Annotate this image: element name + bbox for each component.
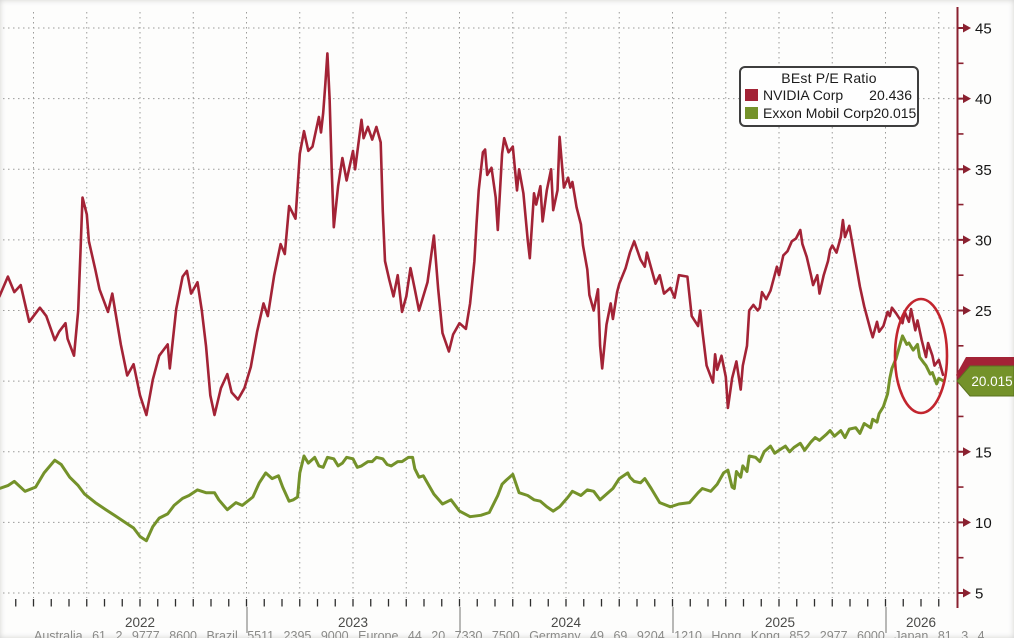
y-axis-label: 25 — [975, 303, 992, 320]
price-tag-exxon-value: 20.015 — [971, 374, 1012, 389]
y-tick-arrow-icon — [963, 447, 971, 457]
exxon-pe-line — [0, 334, 945, 543]
y-tick-arrow-icon — [963, 23, 971, 33]
x-axis: 2022 2023 2024 2025 2026 — [15, 599, 940, 633]
y-axis-label: 5 — [975, 586, 983, 603]
x-axis-year-label: 2024 — [551, 615, 582, 630]
x-axis-year-label: 2026 — [906, 615, 936, 630]
nvidia-swatch-icon — [745, 89, 758, 101]
legend-title: BEst P/E Ratio — [781, 70, 877, 86]
x-axis-year-label: 2023 — [338, 615, 368, 630]
legend-item-name: Exxon Mobil Corp — [763, 105, 874, 121]
price-tag-exxon-shape — [956, 365, 1014, 397]
y-tick-arrow-icon — [963, 235, 971, 245]
y-axis-label: 45 — [975, 21, 992, 38]
legend-item-name: NVIDIA Corp — [763, 87, 844, 103]
legend: BEst P/E Ratio NVIDIA Corp 20.436 Exxon … — [739, 66, 919, 127]
legend-item-exxon: Exxon Mobil Corp 20.015 — [741, 104, 917, 122]
x-axis-year-label: 2022 — [125, 615, 155, 630]
footer-text: Australia 61 2 9777 8600 Brazil 5511 239… — [34, 629, 984, 638]
price-tag-exxon: 20.015 — [956, 365, 1014, 397]
y-axis-label: 15 — [975, 444, 992, 461]
y-axis: 45403530252015105 — [956, 7, 992, 608]
nvidia-pe-line — [0, 52, 945, 417]
bloomberg-footer-clipped: Australia 61 2 9777 8600 Brazil 5511 239… — [34, 629, 984, 638]
annotation-ellipse — [893, 297, 949, 415]
series-lines — [0, 52, 945, 543]
legend-item-nvidia: NVIDIA Corp 20.436 — [741, 86, 917, 104]
legend-item-value: 20.436 — [869, 87, 912, 103]
y-axis-label: 35 — [975, 162, 992, 179]
y-tick-arrow-icon — [963, 306, 971, 315]
y-axis-label: 10 — [975, 515, 992, 532]
y-tick-arrow-icon — [963, 588, 971, 598]
legend-item-value: 20.015 — [873, 105, 917, 121]
y-axis-label: 30 — [975, 232, 992, 249]
y-axis-label: 40 — [975, 91, 992, 108]
x-axis-year-label: 2025 — [765, 615, 795, 630]
y-tick-arrow-icon — [963, 94, 971, 104]
y-tick-arrow-icon — [963, 164, 971, 174]
y-tick-arrow-icon — [963, 517, 971, 527]
exxon-swatch-icon — [745, 107, 758, 119]
